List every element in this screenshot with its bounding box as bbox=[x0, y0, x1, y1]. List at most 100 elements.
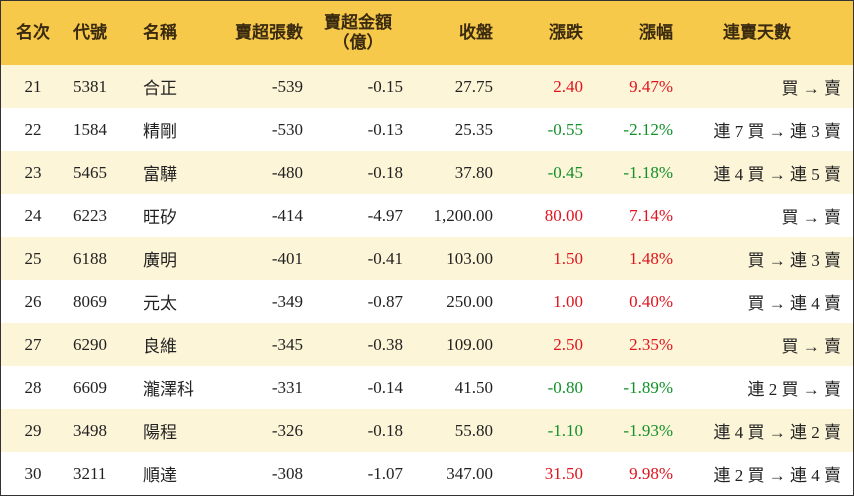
table-cell: -530 bbox=[271, 119, 303, 139]
table-cell: -0.38 bbox=[367, 334, 403, 354]
table-cell: 3498 bbox=[73, 420, 107, 440]
table-cell: -349 bbox=[271, 291, 303, 311]
header-cell: 漲跌 bbox=[549, 23, 583, 42]
table-cell: 2.35% bbox=[629, 334, 673, 354]
header-text: 賣超金額 bbox=[324, 13, 392, 32]
table-cell: 109.00 bbox=[446, 334, 493, 354]
table-cell: -2.12% bbox=[623, 119, 673, 139]
table-cell: 2.40 bbox=[553, 76, 583, 96]
header-cell: 代號 bbox=[73, 23, 107, 42]
table-cell: -0.18 bbox=[367, 162, 403, 182]
table-cell: -1.93% bbox=[623, 420, 673, 440]
table-cell: 7.14% bbox=[629, 205, 673, 225]
table-cell: -0.45 bbox=[547, 162, 583, 182]
table-row: 30 3211 順達 -308 -1.07 347.00 31.50 9.98% 連 2 買 →… bbox=[1, 452, 853, 495]
table-cell: 旺矽 bbox=[143, 208, 177, 227]
table-cell: 買 → 賣 bbox=[781, 337, 842, 356]
table-cell: -1.18% bbox=[623, 162, 673, 182]
table-row: 24 6223 旺矽 -414 -4.97 1,200.00 80.00 7.14% 買 → 賣 bbox=[1, 194, 853, 237]
table-cell: 1.48% bbox=[629, 248, 673, 268]
table-cell: -331 bbox=[271, 377, 303, 397]
table-cell: 連 2 買 → 連 4 賣 bbox=[713, 466, 842, 485]
table-cell: 23 bbox=[24, 162, 42, 182]
table-cell: 41.50 bbox=[454, 377, 493, 397]
table-cell: 9.98% bbox=[629, 463, 673, 483]
table-cell: -0.55 bbox=[547, 119, 583, 139]
table-cell: 37.80 bbox=[454, 162, 493, 182]
table-cell: 買 → 賣 bbox=[781, 208, 842, 227]
table-cell: 30 bbox=[24, 463, 42, 483]
table-cell: 27 bbox=[24, 334, 42, 354]
table-cell: -308 bbox=[271, 463, 303, 483]
table-cell: 22 bbox=[24, 119, 42, 139]
table-cell: -401 bbox=[271, 248, 303, 268]
table-row: 25 6188 廣明 -401 -0.41 103.00 1.50 1.48% 買 → 連 3 … bbox=[1, 237, 853, 280]
table-cell: 25 bbox=[24, 248, 42, 268]
table-cell: 347.00 bbox=[446, 463, 493, 483]
table-cell: 80.00 bbox=[544, 205, 583, 225]
table-cell: 55.80 bbox=[454, 420, 493, 440]
table-header: 名次 代號 名稱 賣超張數 賣超金額 （億） 收盤 漲跌 漲幅 連賣天數 bbox=[1, 1, 853, 65]
table-cell: 8069 bbox=[73, 291, 107, 311]
table-cell: 21 bbox=[24, 76, 42, 96]
table-cell: 富驊 bbox=[143, 165, 177, 184]
table-cell: 31.50 bbox=[544, 463, 583, 483]
table-cell: 買 → 賣 bbox=[781, 79, 842, 98]
table-cell: 6223 bbox=[73, 205, 107, 225]
table-cell: -1.07 bbox=[367, 463, 403, 483]
table-cell: 1.50 bbox=[553, 248, 583, 268]
table-cell: 買 → 連 4 賣 bbox=[747, 294, 842, 313]
table-cell: 250.00 bbox=[446, 291, 493, 311]
table-cell: 連 7 買 → 連 3 賣 bbox=[713, 122, 842, 141]
table-cell: -326 bbox=[271, 420, 303, 440]
table-cell: 瀧澤科 bbox=[143, 380, 194, 399]
table-cell: 1584 bbox=[73, 119, 107, 139]
table-cell: 順達 bbox=[143, 466, 177, 485]
header-text: （億） bbox=[332, 33, 384, 52]
table-cell: -0.15 bbox=[367, 76, 403, 96]
table-cell: 2.50 bbox=[553, 334, 583, 354]
table-cell: 29 bbox=[24, 420, 42, 440]
header-cell: 名稱 bbox=[143, 23, 177, 42]
table-cell: -1.10 bbox=[547, 420, 583, 440]
table-cell: 良維 bbox=[143, 337, 177, 356]
table-cell: 6609 bbox=[73, 377, 107, 397]
table-cell: -0.13 bbox=[367, 119, 403, 139]
table-cell: 廣明 bbox=[143, 251, 177, 270]
table-cell: 28 bbox=[24, 377, 42, 397]
table-cell: -0.14 bbox=[367, 377, 403, 397]
table-cell: -480 bbox=[271, 162, 303, 182]
table-cell: 陽程 bbox=[143, 423, 177, 442]
table-cell: -539 bbox=[271, 76, 303, 96]
table-cell: -0.41 bbox=[367, 248, 403, 268]
table-cell: 連 4 買 → 連 5 賣 bbox=[713, 165, 842, 184]
table-row: 21 5381 合正 -539 -0.15 27.75 2.40 9.47% 買 → 賣 bbox=[1, 65, 853, 108]
table-row: 26 8069 元太 -349 -0.87 250.00 1.00 0.40% 買 → 連 4 … bbox=[1, 280, 853, 323]
table-cell: 27.75 bbox=[454, 76, 493, 96]
table-cell: -0.87 bbox=[367, 291, 403, 311]
table-row: 29 3498 陽程 -326 -0.18 55.80 -1.10 -1.93% 連 4 買 →… bbox=[1, 409, 853, 452]
table-cell: 1,200.00 bbox=[433, 205, 494, 225]
table-cell: 25.35 bbox=[454, 119, 493, 139]
header-cell: 賣超張數 bbox=[235, 23, 303, 42]
table-cell: -4.97 bbox=[367, 205, 403, 225]
table-cell: 連 4 買 → 連 2 賣 bbox=[713, 423, 842, 442]
header-cell: 漲幅 bbox=[639, 23, 673, 42]
table-cell: 5465 bbox=[73, 162, 107, 182]
header-cell: 收盤 bbox=[459, 23, 493, 42]
table-cell: 24 bbox=[24, 205, 42, 225]
table-cell: 買 → 連 3 賣 bbox=[747, 251, 842, 270]
table-row: 23 5465 富驊 -480 -0.18 37.80 -0.45 -1.18% 連 4 買 →… bbox=[1, 151, 853, 194]
table-cell: 0.40% bbox=[629, 291, 673, 311]
table-cell: -414 bbox=[271, 205, 303, 225]
table-cell: 連 2 買 → 賣 bbox=[747, 380, 842, 399]
header-cell: 名次 bbox=[16, 23, 50, 42]
table-cell: 103.00 bbox=[446, 248, 493, 268]
table-cell: 26 bbox=[24, 291, 42, 311]
table-cell: 精剛 bbox=[143, 122, 177, 141]
table-cell: 5381 bbox=[73, 76, 107, 96]
table-cell: 6188 bbox=[73, 248, 107, 268]
table-row: 22 1584 精剛 -530 -0.13 25.35 -0.55 -2.12% 連 7 買 →… bbox=[1, 108, 853, 151]
table-row: 28 6609 瀧澤科 -331 -0.14 41.50 -0.80 -1.89% 連 2 買 … bbox=[1, 366, 853, 409]
